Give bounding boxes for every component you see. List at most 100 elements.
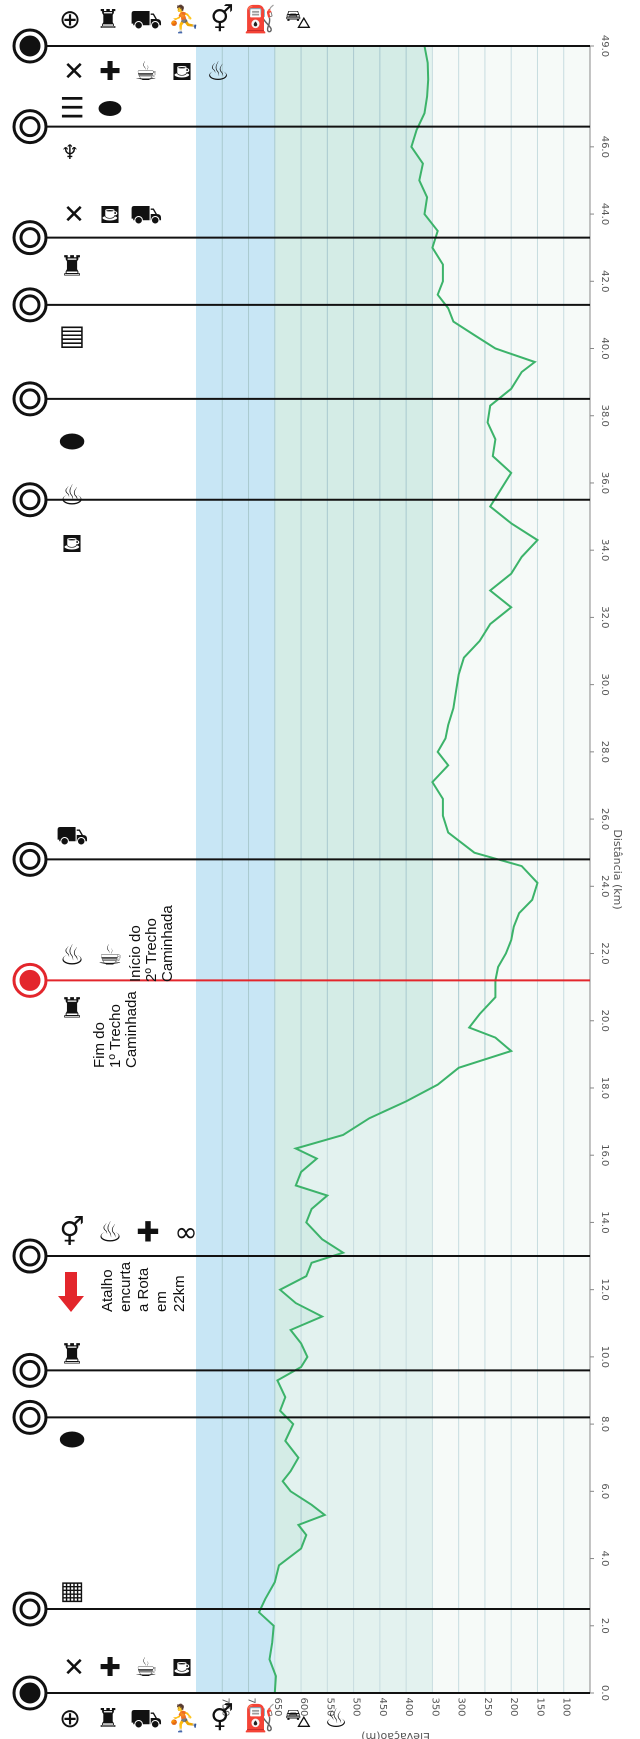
- annotation-line: Atalho: [99, 1269, 116, 1312]
- shortcut-arrow-head: [58, 1296, 84, 1312]
- waypoint-marker-dot: [19, 969, 41, 991]
- elevation-tick-label: 750: [219, 1697, 230, 1716]
- wine-icon: ♆: [61, 140, 79, 164]
- distance-tick-label: 16.0: [599, 1144, 610, 1166]
- castle-icon: ♜: [96, 1704, 119, 1734]
- coffee-icon: ☕: [134, 1653, 157, 1683]
- distance-tick-label: 40.0: [599, 337, 610, 359]
- distance-tick-label: 18.0: [599, 1077, 610, 1099]
- annotation-line: 2º Trecho: [143, 918, 160, 982]
- rest-icon: ♨: [206, 57, 229, 87]
- olympic-icon: ∞: [174, 1216, 197, 1249]
- waypoint-marker-dot: [19, 489, 41, 511]
- distance-tick-label: 10.0: [599, 1346, 610, 1368]
- distance-tick-label: 32.0: [599, 606, 610, 628]
- waypoint-marker-dot: [19, 227, 41, 249]
- bread-icon: ⬬: [59, 1423, 85, 1458]
- distance-tick-label: 14.0: [599, 1211, 610, 1233]
- rest-icon: ♨: [97, 1216, 122, 1249]
- annotation-line: Fim do: [91, 1022, 108, 1068]
- fuel-icon: ⛽: [244, 4, 276, 35]
- restaurant-icon: ✕: [63, 200, 85, 230]
- elevation-tick-label: 700: [246, 1697, 257, 1716]
- distance-tick-label: 26.0: [599, 808, 610, 830]
- fuel-icon: ⛽: [244, 1703, 276, 1734]
- shortcut-arrow-icon: [58, 1272, 84, 1312]
- pharmacy-icon: ✚: [99, 57, 121, 87]
- annotation-line: encurta: [117, 1261, 134, 1312]
- museum-icon: ☰: [59, 92, 84, 125]
- hiker-icon: ⛹: [168, 3, 200, 35]
- annotation-line: Início do: [127, 925, 144, 982]
- restaurant-icon: ✕: [63, 1653, 85, 1683]
- distance-tick-label: 28.0: [599, 741, 610, 763]
- elevation-tick-label: 200: [508, 1697, 519, 1716]
- elevation-tick-label: 600: [298, 1697, 309, 1716]
- elevation-gridlines: [221, 46, 565, 1693]
- distance-tick-label: 30.0: [599, 673, 610, 695]
- distance-tick-label: 20.0: [599, 1010, 610, 1032]
- atm-icon: ⊕: [59, 5, 81, 35]
- elevation-tick-label: 100: [561, 1697, 572, 1716]
- elevation-tick-label: 400: [403, 1697, 414, 1716]
- elevation-profile: [257, 45, 590, 1694]
- coffee-icon: ☕: [134, 57, 157, 87]
- distance-tick-label: 38.0: [599, 405, 610, 427]
- bus-icon: ⛍: [285, 5, 312, 35]
- cart-icon: ⛟: [130, 5, 163, 35]
- waypoint-markers: [12, 28, 590, 1711]
- band-high: [196, 46, 275, 1693]
- castle-icon: ♜: [59, 992, 84, 1025]
- toilets-icon: ⚥: [210, 1703, 233, 1734]
- distance-tick-label: 49.0: [599, 35, 610, 57]
- distance-tick-label: 22.0: [599, 942, 610, 964]
- pharmacy-icon: ✚: [136, 1216, 159, 1249]
- distance-tick-label: 24.0: [599, 875, 610, 897]
- bread-icon: ⬬: [59, 425, 85, 460]
- annotation-line: em: [153, 1291, 170, 1312]
- shopping-icon: ⛾: [171, 57, 192, 87]
- atm-icon: ⊕: [59, 1704, 81, 1734]
- elevation-tick-label: 350: [429, 1697, 440, 1716]
- cart-icon: ⛟: [56, 821, 89, 851]
- distance-tick-label: 42.0: [599, 270, 610, 292]
- waypoint-marker-dot: [19, 116, 41, 138]
- distance-tick-label: 8.0: [599, 1416, 610, 1432]
- annotation-line: a Rota: [135, 1267, 152, 1312]
- waypoint-marker-dot: [19, 1598, 41, 1620]
- waypoint-marker-dot: [19, 1359, 41, 1381]
- cart-icon: ⛟: [130, 1704, 163, 1734]
- rest-icon: ♨: [324, 1704, 347, 1734]
- toilets-icon: ⚥: [59, 1216, 84, 1249]
- waypoint-marker-dot: [19, 1245, 41, 1267]
- waypoint-marker-dot: [19, 294, 41, 316]
- waypoint-marker-dot: [19, 1682, 41, 1704]
- inicio-segundo-trecho-label: Início do 2º Trecho Caminhada: [127, 905, 176, 982]
- elevation-axis-title: Elevação(m): [361, 1730, 430, 1739]
- distance-tick-label: 0.0: [599, 1685, 610, 1701]
- pharmacy-icon: ✚: [99, 1653, 121, 1683]
- shopping-icon: ⛾: [99, 200, 120, 230]
- atalho-label: Atalho encurta a Rota em 22km: [99, 1261, 188, 1312]
- shopping-icon: ⛾: [171, 1653, 192, 1683]
- elevation-tick-label: 450: [377, 1697, 388, 1716]
- cart-icon: ⛟: [130, 200, 163, 230]
- distance-tick-label: 6.0: [599, 1483, 610, 1499]
- annotation-line: Caminhada: [123, 991, 140, 1068]
- waypoint-marker-dot: [19, 1406, 41, 1428]
- distance-axis-title: Distância (km): [611, 829, 624, 909]
- distance-tick-label: 2.0: [599, 1618, 610, 1634]
- elevation-tick-label: 300: [456, 1697, 467, 1716]
- waypoint-marker-dot: [19, 848, 41, 870]
- bread-icon: ⬬: [98, 92, 122, 125]
- map-icon: ▦: [60, 1576, 85, 1606]
- castle-icon: ♜: [59, 250, 84, 283]
- elevation-tick-label: 150: [534, 1697, 545, 1716]
- shopping-icon: ⛾: [61, 529, 82, 559]
- castle-icon: ♜: [59, 1338, 84, 1371]
- waypoint-marker-dot: [19, 388, 41, 410]
- profile-area: [259, 46, 590, 1693]
- distance-tick-label: 34.0: [599, 539, 610, 561]
